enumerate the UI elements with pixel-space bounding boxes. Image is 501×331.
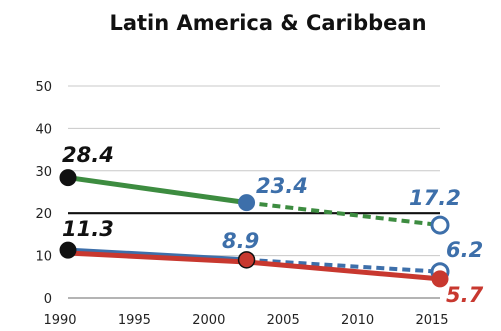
chart-title: Latin America & Caribbean (109, 11, 426, 35)
y-tick-label: 50 (35, 80, 52, 95)
grid (68, 85, 440, 257)
series-green-dashed-line (246, 200, 441, 228)
y-tick-label: 10 (35, 250, 52, 265)
axes: 0 10 20 30 40 50 1990 1995 2000 2005 2010 2015 (35, 80, 448, 328)
series-green-point (59, 169, 77, 187)
series-green-point (238, 194, 256, 212)
y-tick-label: 40 (35, 122, 52, 137)
data-label: 17.2 (409, 186, 461, 210)
series-blue-dashed-line (246, 257, 441, 274)
x-tick-label: 2005 (267, 313, 300, 328)
series-green-solid-line (65, 175, 250, 206)
series-blue-point (237, 251, 256, 269)
y-tick-label: 20 (35, 207, 52, 222)
data-label: 6.2 (446, 238, 483, 262)
y-tick-label: 30 (35, 165, 52, 180)
x-tick-label: 2010 (341, 313, 374, 328)
x-tick-label: 1990 (43, 313, 76, 328)
data-label: 11.3 (62, 217, 114, 241)
x-tick-label: 2015 (415, 313, 448, 328)
series-blue-point (59, 241, 77, 259)
data-label: 8.9 (222, 229, 259, 253)
series-red-point (431, 270, 449, 288)
y-tick-label: 0 (44, 292, 52, 307)
data-label: 23.4 (256, 174, 308, 198)
data-label: 5.7 (446, 283, 484, 307)
series-markers (59, 169, 450, 288)
series-green-point (430, 215, 450, 235)
data-label: 28.4 (62, 143, 114, 167)
data-labels: 28.4 23.4 17.2 11.3 8.9 6.2 5.7 (62, 143, 484, 307)
x-tick-label: 2000 (192, 313, 225, 328)
x-tick-label: 1995 (118, 313, 151, 328)
